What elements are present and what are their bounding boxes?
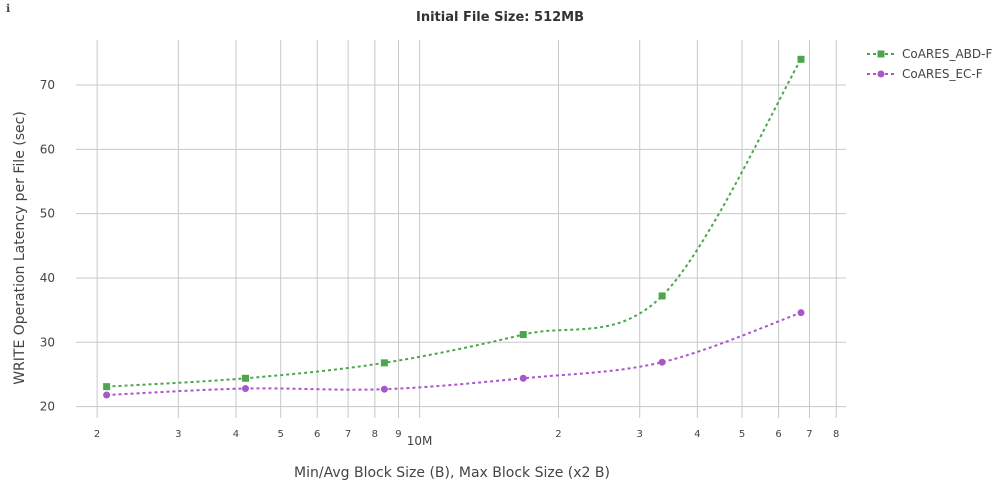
y-tick-label: 60 (40, 142, 55, 156)
y-axis-ticks: 20 30 40 50 60 70 (40, 78, 55, 414)
data-point-ec[interactable] (241, 385, 249, 393)
x-tick-label: 7 (345, 429, 351, 440)
x-tick-label: 10M (407, 434, 433, 448)
y-tick-label: 40 (40, 271, 55, 285)
x-tick-label: 2 (555, 429, 561, 440)
x-tick-label: 3 (175, 429, 181, 440)
x-tick-label: 3 (637, 429, 643, 440)
gridlines (76, 40, 846, 418)
y-tick-label: 50 (40, 207, 55, 221)
x-tick-label: 6 (775, 429, 781, 440)
legend-item-ec[interactable]: CoARES_EC-F (867, 67, 983, 81)
data-point-ec[interactable] (658, 358, 666, 366)
data-point-abd[interactable] (797, 55, 805, 63)
x-tick-label: 4 (233, 429, 239, 440)
y-tick-label: 70 (40, 78, 55, 92)
x-tick-label: 9 (395, 429, 401, 440)
info-icon[interactable]: ℹ (6, 2, 10, 15)
data-point-ec[interactable] (797, 309, 805, 317)
legend: CoARES_ABD-F CoARES_EC-F (867, 47, 992, 81)
x-tick-label: 2 (94, 429, 100, 440)
data-point-abd[interactable] (380, 359, 388, 367)
x-tick-label: 5 (739, 429, 745, 440)
data-point-abd[interactable] (103, 383, 111, 391)
x-tick-label: 5 (278, 429, 284, 440)
data-point-abd[interactable] (241, 374, 249, 382)
x-tick-label: 6 (314, 429, 320, 440)
chart-title: Initial File Size: 512MB (416, 10, 584, 25)
legend-label-abd: CoARES_ABD-F (902, 47, 992, 61)
legend-square-marker (877, 50, 885, 58)
x-tick-label: 7 (806, 429, 812, 440)
series-line-ec (106, 311, 802, 396)
y-tick-label: 30 (40, 335, 55, 349)
data-point-ec[interactable] (380, 385, 388, 393)
x-tick-label: 8 (833, 429, 839, 440)
y-tick-label: 20 (40, 400, 55, 414)
data-point-ec[interactable] (519, 374, 527, 382)
x-tick-label: 8 (372, 429, 378, 440)
data-point-ec[interactable] (103, 391, 111, 399)
legend-circle-marker (877, 70, 885, 78)
data-point-abd[interactable] (519, 331, 527, 339)
x-tick-label: 4 (694, 429, 700, 440)
y-axis-label: WRITE Operation Latency per File (sec) (12, 111, 28, 385)
x-axis-label: Min/Avg Block Size (B), Max Block Size (… (294, 465, 610, 481)
x-axis-ticks: 2 3 4 5 6 7 8 9 10M 2 3 4 5 6 7 8 (94, 429, 839, 448)
series-layer (103, 55, 805, 399)
legend-item-abd[interactable]: CoARES_ABD-F (867, 47, 992, 61)
legend-label-ec: CoARES_EC-F (902, 67, 983, 81)
data-point-abd[interactable] (658, 292, 666, 300)
series-line-abd (106, 58, 802, 388)
